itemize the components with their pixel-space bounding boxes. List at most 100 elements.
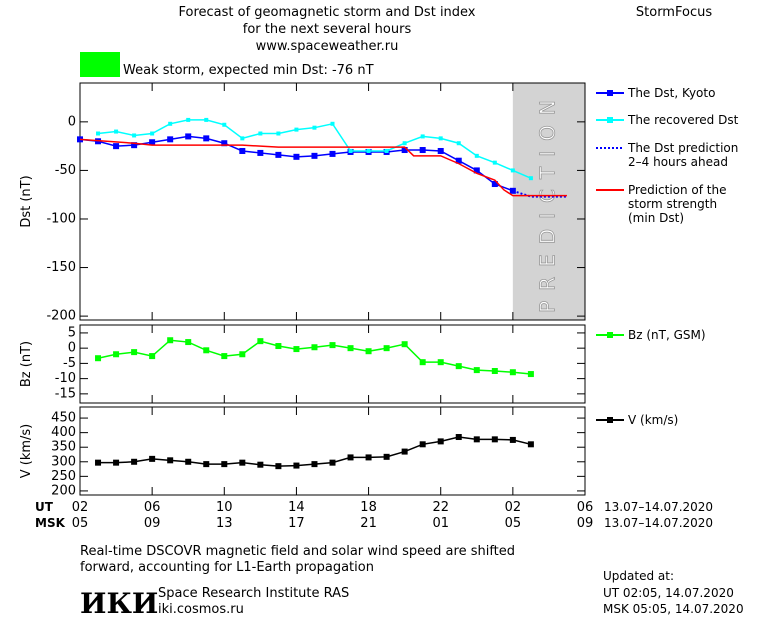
marker	[275, 343, 282, 350]
marker	[401, 147, 408, 154]
brand: StormFocus	[636, 5, 712, 20]
institute: Space Research Institute RAS	[158, 586, 349, 601]
marker	[149, 455, 156, 462]
marker	[437, 359, 444, 366]
marker	[491, 181, 498, 188]
marker	[239, 147, 246, 154]
title-line: for the next several hours	[243, 22, 412, 37]
y-tick-label: 350	[51, 440, 76, 455]
marker	[113, 459, 120, 466]
x-tick-label-msk: 13	[216, 516, 233, 531]
marker	[437, 438, 444, 445]
title-line: Forecast of geomagnetic storm and Dst in…	[178, 5, 475, 20]
marker	[329, 459, 336, 466]
marker	[419, 359, 426, 366]
plot-frame	[79, 406, 586, 496]
marker	[131, 458, 138, 465]
marker	[167, 337, 174, 344]
marker	[239, 351, 246, 358]
x-tick-label-msk: 01	[432, 516, 449, 531]
y-tick-label: -200	[46, 309, 76, 324]
marker	[528, 176, 533, 181]
marker	[311, 152, 318, 159]
marker	[293, 153, 300, 160]
updated-ut: UT 02:05, 14.07.2020	[603, 586, 734, 600]
marker	[348, 148, 353, 153]
marker	[293, 462, 300, 469]
x-tick-label: 22	[432, 500, 449, 515]
date-range: 13.07–14.07.2020	[604, 516, 713, 530]
marker	[492, 160, 497, 165]
x-axis-label: UT	[35, 500, 54, 514]
x-tick-label: 06	[144, 500, 161, 515]
marker	[365, 348, 372, 355]
marker	[509, 369, 516, 376]
x-tick-label-msk: 05	[505, 516, 522, 531]
marker	[347, 345, 354, 352]
marker	[257, 338, 264, 345]
legend-label: Prediction of the storm strength (min Ds…	[628, 183, 727, 225]
marker	[419, 441, 426, 448]
marker	[312, 125, 317, 130]
marker	[275, 463, 282, 470]
marker	[420, 134, 425, 139]
y-tick-label: 400	[51, 425, 76, 440]
x-tick-label-msk: 17	[288, 516, 305, 531]
y-tick-label: -5	[63, 356, 76, 371]
marker	[167, 136, 174, 143]
prediction-label: PREDICTION	[535, 90, 559, 313]
marker	[330, 121, 335, 126]
y-axis-label: Dst (nT)	[19, 175, 34, 227]
marker	[347, 454, 354, 461]
marker	[473, 436, 480, 443]
plot-frame	[79, 82, 586, 321]
footer-note: forward, accounting for L1-Earth propaga…	[80, 560, 374, 575]
y-axis-label: V (km/s)	[19, 424, 34, 479]
legend-marker	[607, 90, 613, 96]
marker	[491, 436, 498, 443]
marker	[149, 139, 156, 146]
marker	[384, 148, 389, 153]
x-tick-label: 14	[288, 500, 305, 515]
marker	[96, 131, 101, 136]
marker	[510, 168, 515, 173]
marker	[329, 342, 336, 349]
marker	[185, 339, 192, 346]
marker	[276, 131, 281, 136]
marker	[203, 135, 210, 142]
marker	[527, 441, 534, 448]
marker	[221, 353, 228, 360]
legend-label: V (km/s)	[628, 413, 679, 427]
marker	[185, 458, 192, 465]
marker	[365, 454, 372, 461]
marker	[456, 141, 461, 146]
status-swatch	[80, 52, 120, 77]
marker	[204, 117, 209, 122]
status-text: Weak storm, expected min Dst: -76 nT	[123, 63, 374, 78]
date-range: 13.07–14.07.2020	[604, 500, 713, 514]
marker	[185, 133, 192, 140]
marker	[95, 355, 102, 362]
marker	[437, 147, 444, 154]
plot-frame	[79, 324, 586, 404]
series-line	[79, 138, 567, 197]
y-tick-label: -150	[46, 260, 76, 275]
marker	[168, 121, 173, 126]
marker	[311, 344, 318, 351]
marker	[113, 351, 120, 358]
y-tick-label: 250	[51, 469, 76, 484]
marker	[474, 153, 479, 158]
legend-label: Bz (nT, GSM)	[628, 328, 706, 342]
marker	[366, 148, 371, 153]
marker	[419, 147, 426, 154]
marker	[257, 149, 264, 156]
y-tick-label: -100	[46, 211, 76, 226]
marker	[239, 459, 246, 466]
marker	[293, 346, 300, 353]
y-tick-label: -50	[55, 163, 76, 178]
marker	[222, 122, 227, 127]
x-tick-label: 06	[577, 500, 594, 515]
marker	[311, 461, 318, 468]
